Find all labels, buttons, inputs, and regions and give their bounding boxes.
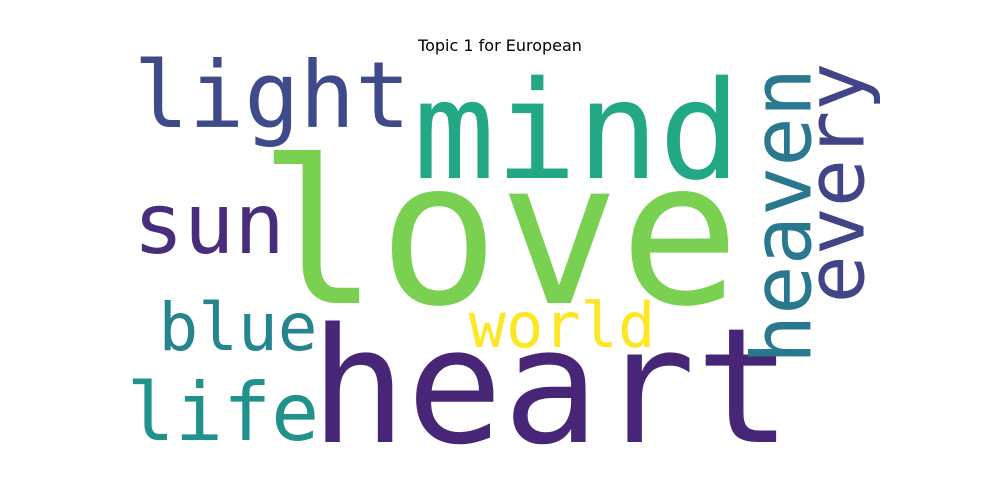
word-heaven: heaven [736, 68, 831, 364]
word-heart: heart [310, 293, 792, 480]
word-life: life [127, 366, 320, 459]
word-light: light [134, 42, 411, 149]
word-sun: sun [133, 175, 285, 273]
word-mind: mind [413, 53, 741, 211]
word-love: love [258, 118, 740, 351]
word-blue: blue [159, 289, 318, 366]
word-world: world [469, 289, 656, 362]
word-every: every [790, 63, 883, 304]
chart-title: Topic 1 for European [418, 36, 582, 55]
